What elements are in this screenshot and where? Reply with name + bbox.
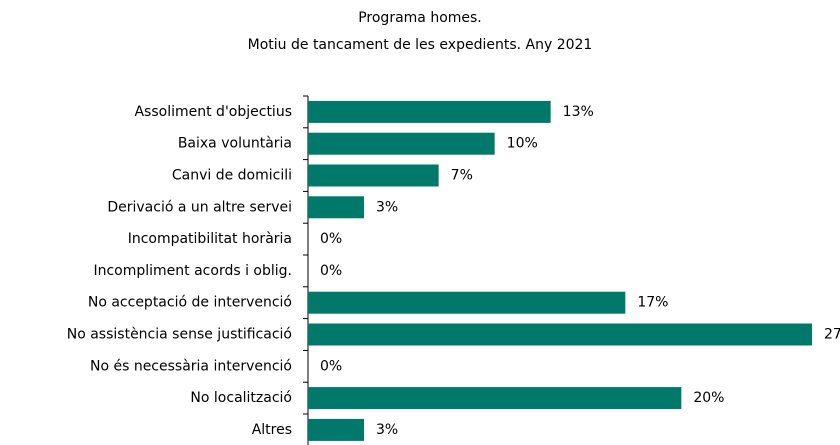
value-label: 7% [451, 168, 473, 184]
category-label: Incompliment acords i oblig. [93, 263, 292, 279]
value-label: 0% [320, 231, 342, 247]
bar [308, 387, 682, 410]
category-label: No acceptació de intervenció [88, 295, 292, 311]
category-label: Altres [252, 422, 292, 438]
value-label: 0% [320, 358, 342, 374]
value-label: 27% [824, 327, 840, 343]
bar [308, 418, 364, 441]
value-label: 13% [563, 104, 594, 120]
bar [308, 323, 812, 346]
category-label: No assistència sense justificació [67, 327, 292, 343]
bar [308, 291, 626, 314]
value-label: 20% [693, 390, 724, 406]
value-label: 0% [320, 263, 342, 279]
chart-title: Programa homes. [358, 10, 482, 26]
category-label: Incompatibilitat horària [128, 231, 292, 247]
category-label: Baixa voluntària [178, 136, 292, 152]
category-label: No és necessària intervenció [90, 358, 292, 374]
value-label: 3% [376, 422, 398, 438]
category-label: Canvi de domicili [172, 168, 292, 184]
bar [308, 196, 364, 219]
bar [308, 100, 551, 123]
chart-subtitle: Motiu de tancament de les expedients. An… [248, 37, 593, 53]
bar [308, 164, 439, 187]
category-label: No localització [190, 390, 292, 406]
value-label: 3% [376, 199, 398, 215]
value-label: 17% [637, 295, 668, 311]
bar [308, 132, 495, 155]
category-label: Derivació a un altre servei [107, 199, 292, 215]
value-label: 10% [507, 136, 538, 152]
category-label: Assoliment d'objectius [134, 104, 292, 120]
